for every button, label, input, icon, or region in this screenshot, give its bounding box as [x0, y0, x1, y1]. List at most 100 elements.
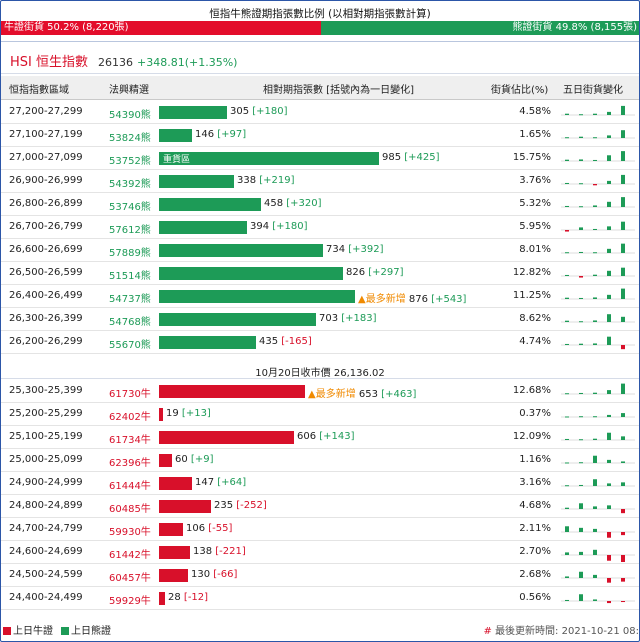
product-code-link[interactable]: 53752熊: [109, 156, 151, 167]
index-value: 26136: [98, 56, 133, 69]
product-code-link[interactable]: 55670熊: [109, 340, 151, 351]
contracts-bar: [159, 106, 227, 119]
product-code-link[interactable]: 51514熊: [109, 271, 151, 282]
contracts-count: 28: [168, 592, 181, 603]
sparkline-bar: [565, 552, 569, 555]
bear-ratio-label: 熊證街貨 49.8% (8,155張): [512, 22, 637, 33]
five-day-sparkline: [561, 503, 635, 514]
sparkline-bar: [621, 316, 625, 322]
sparkline-bar: [593, 343, 597, 345]
sparkline-bar: [607, 201, 611, 207]
contracts-change: [+320]: [286, 198, 322, 209]
product-code-link[interactable]: 53746熊: [109, 202, 151, 213]
contracts-bar: [159, 569, 188, 582]
product-code-link[interactable]: 61730牛: [109, 389, 151, 400]
contracts-change: [+463]: [381, 389, 417, 400]
street-pct: 12.82%: [512, 267, 551, 278]
sparkline-bar: [579, 183, 583, 185]
sparkline-bar: [607, 390, 611, 394]
five-day-sparkline: [561, 197, 635, 208]
product-code-link[interactable]: 57889熊: [109, 248, 151, 259]
column-header-range: 恒指指數區域: [9, 85, 69, 96]
contracts-text: 130 [-66]: [191, 569, 237, 580]
contracts-text: 703 [+183]: [319, 313, 377, 324]
sparkline-bar: [579, 527, 583, 532]
sparkline-bar: [565, 343, 569, 345]
product-code-link[interactable]: 57612熊: [109, 225, 151, 236]
sparkline-bar: [565, 182, 569, 184]
product-code-link[interactable]: 62402牛: [109, 412, 151, 423]
contracts-bar: [159, 408, 163, 421]
bear-row: 26,300-26,399 54768熊 703 [+183] 8.62%: [1, 308, 639, 331]
sparkline-bar: [593, 455, 597, 463]
contracts-change: [+543]: [431, 294, 467, 305]
sparkline-bar: [621, 197, 625, 207]
product-code-link[interactable]: 60485牛: [109, 504, 151, 515]
street-pct: 1.16%: [519, 454, 551, 465]
sparkline-bar: [565, 252, 569, 254]
sparkline-bar: [607, 555, 611, 561]
bear-row: 26,400-26,499 54737熊 ▲最多新增 876 [+543] 11.25…: [1, 285, 639, 308]
product-code-link[interactable]: 54737熊: [109, 294, 151, 305]
product-code-link[interactable]: 61442牛: [109, 550, 151, 561]
product-code-link[interactable]: 59929牛: [109, 596, 151, 607]
product-code-link[interactable]: 54390熊: [109, 110, 151, 121]
product-code-link[interactable]: 62396牛: [109, 458, 151, 469]
contracts-text: 985 [+425]: [382, 152, 440, 163]
five-day-sparkline: [561, 151, 635, 162]
legend-bear-label: 上日熊證: [71, 626, 111, 637]
sparkline-bar: [621, 221, 625, 230]
bull-row: 25,300-25,399 61730牛 ▲最多新增 653 [+463] 12.68…: [1, 380, 639, 403]
contracts-bar: [159, 152, 379, 165]
product-code-link[interactable]: 54768熊: [109, 317, 151, 328]
sparkline-bar: [607, 483, 611, 486]
sparkline-bar: [565, 462, 569, 464]
contracts-text: 734 [+392]: [326, 244, 384, 255]
contracts-count: 703: [319, 313, 339, 324]
five-day-sparkline: [561, 288, 635, 300]
contracts-bar: [159, 221, 247, 234]
five-day-sparkline: [561, 549, 635, 562]
bull-row: 24,900-24,999 61444牛 147 [+64] 3.16%: [1, 472, 639, 495]
sparkline-bar: [621, 532, 625, 536]
most-added-label: ▲最多新增: [358, 294, 406, 305]
contracts-count: 458: [264, 198, 284, 209]
contracts-bar: [159, 500, 211, 513]
sparkline-bar: [607, 532, 611, 538]
product-code-link[interactable]: 61734牛: [109, 435, 151, 446]
sparkline-bar: [579, 416, 583, 418]
bull-row: 25,100-25,199 61734牛 606 [+143] 12.09%: [1, 426, 639, 449]
sparkline-bar: [621, 288, 625, 299]
sparkline-bar: [593, 599, 597, 601]
sparkline-bar: [565, 393, 569, 395]
contracts-text: 235 [-252]: [214, 500, 267, 511]
product-code-link[interactable]: 59930牛: [109, 527, 151, 538]
product-code-link[interactable]: 61444牛: [109, 481, 151, 492]
sparkline-bar: [593, 184, 597, 186]
product-code-link[interactable]: 60457牛: [109, 573, 151, 584]
legend-bear: 上日熊證: [61, 622, 111, 637]
contracts-change: [+9]: [190, 454, 214, 465]
range-cell: 25,200-25,299: [9, 408, 83, 419]
product-code-link[interactable]: 53824熊: [109, 133, 151, 144]
range-cell: 26,900-26,999: [9, 175, 83, 186]
sparkline-bar: [579, 503, 583, 509]
contracts-bar: [159, 129, 192, 142]
sparkline-bar: [579, 392, 583, 394]
street-pct: 0.37%: [519, 408, 551, 419]
sparkline-bar: [565, 137, 569, 139]
range-cell: 26,600-26,699: [9, 244, 83, 255]
sparkline-bar: [565, 526, 569, 532]
sparkline-bar: [621, 383, 625, 394]
contracts-bar: [159, 336, 256, 349]
contracts-bar: [159, 244, 323, 257]
range-cell: 26,800-26,899: [9, 198, 83, 209]
product-code-link[interactable]: 54392熊: [109, 179, 151, 190]
contracts-count: 985: [382, 152, 402, 163]
sparkline-bar: [593, 528, 597, 532]
contracts-change: [-12]: [183, 592, 209, 603]
sparkline-bar: [607, 180, 611, 184]
contracts-count: 235: [214, 500, 234, 511]
street-pct: 3.76%: [519, 175, 551, 186]
street-pct: 15.75%: [512, 152, 551, 163]
